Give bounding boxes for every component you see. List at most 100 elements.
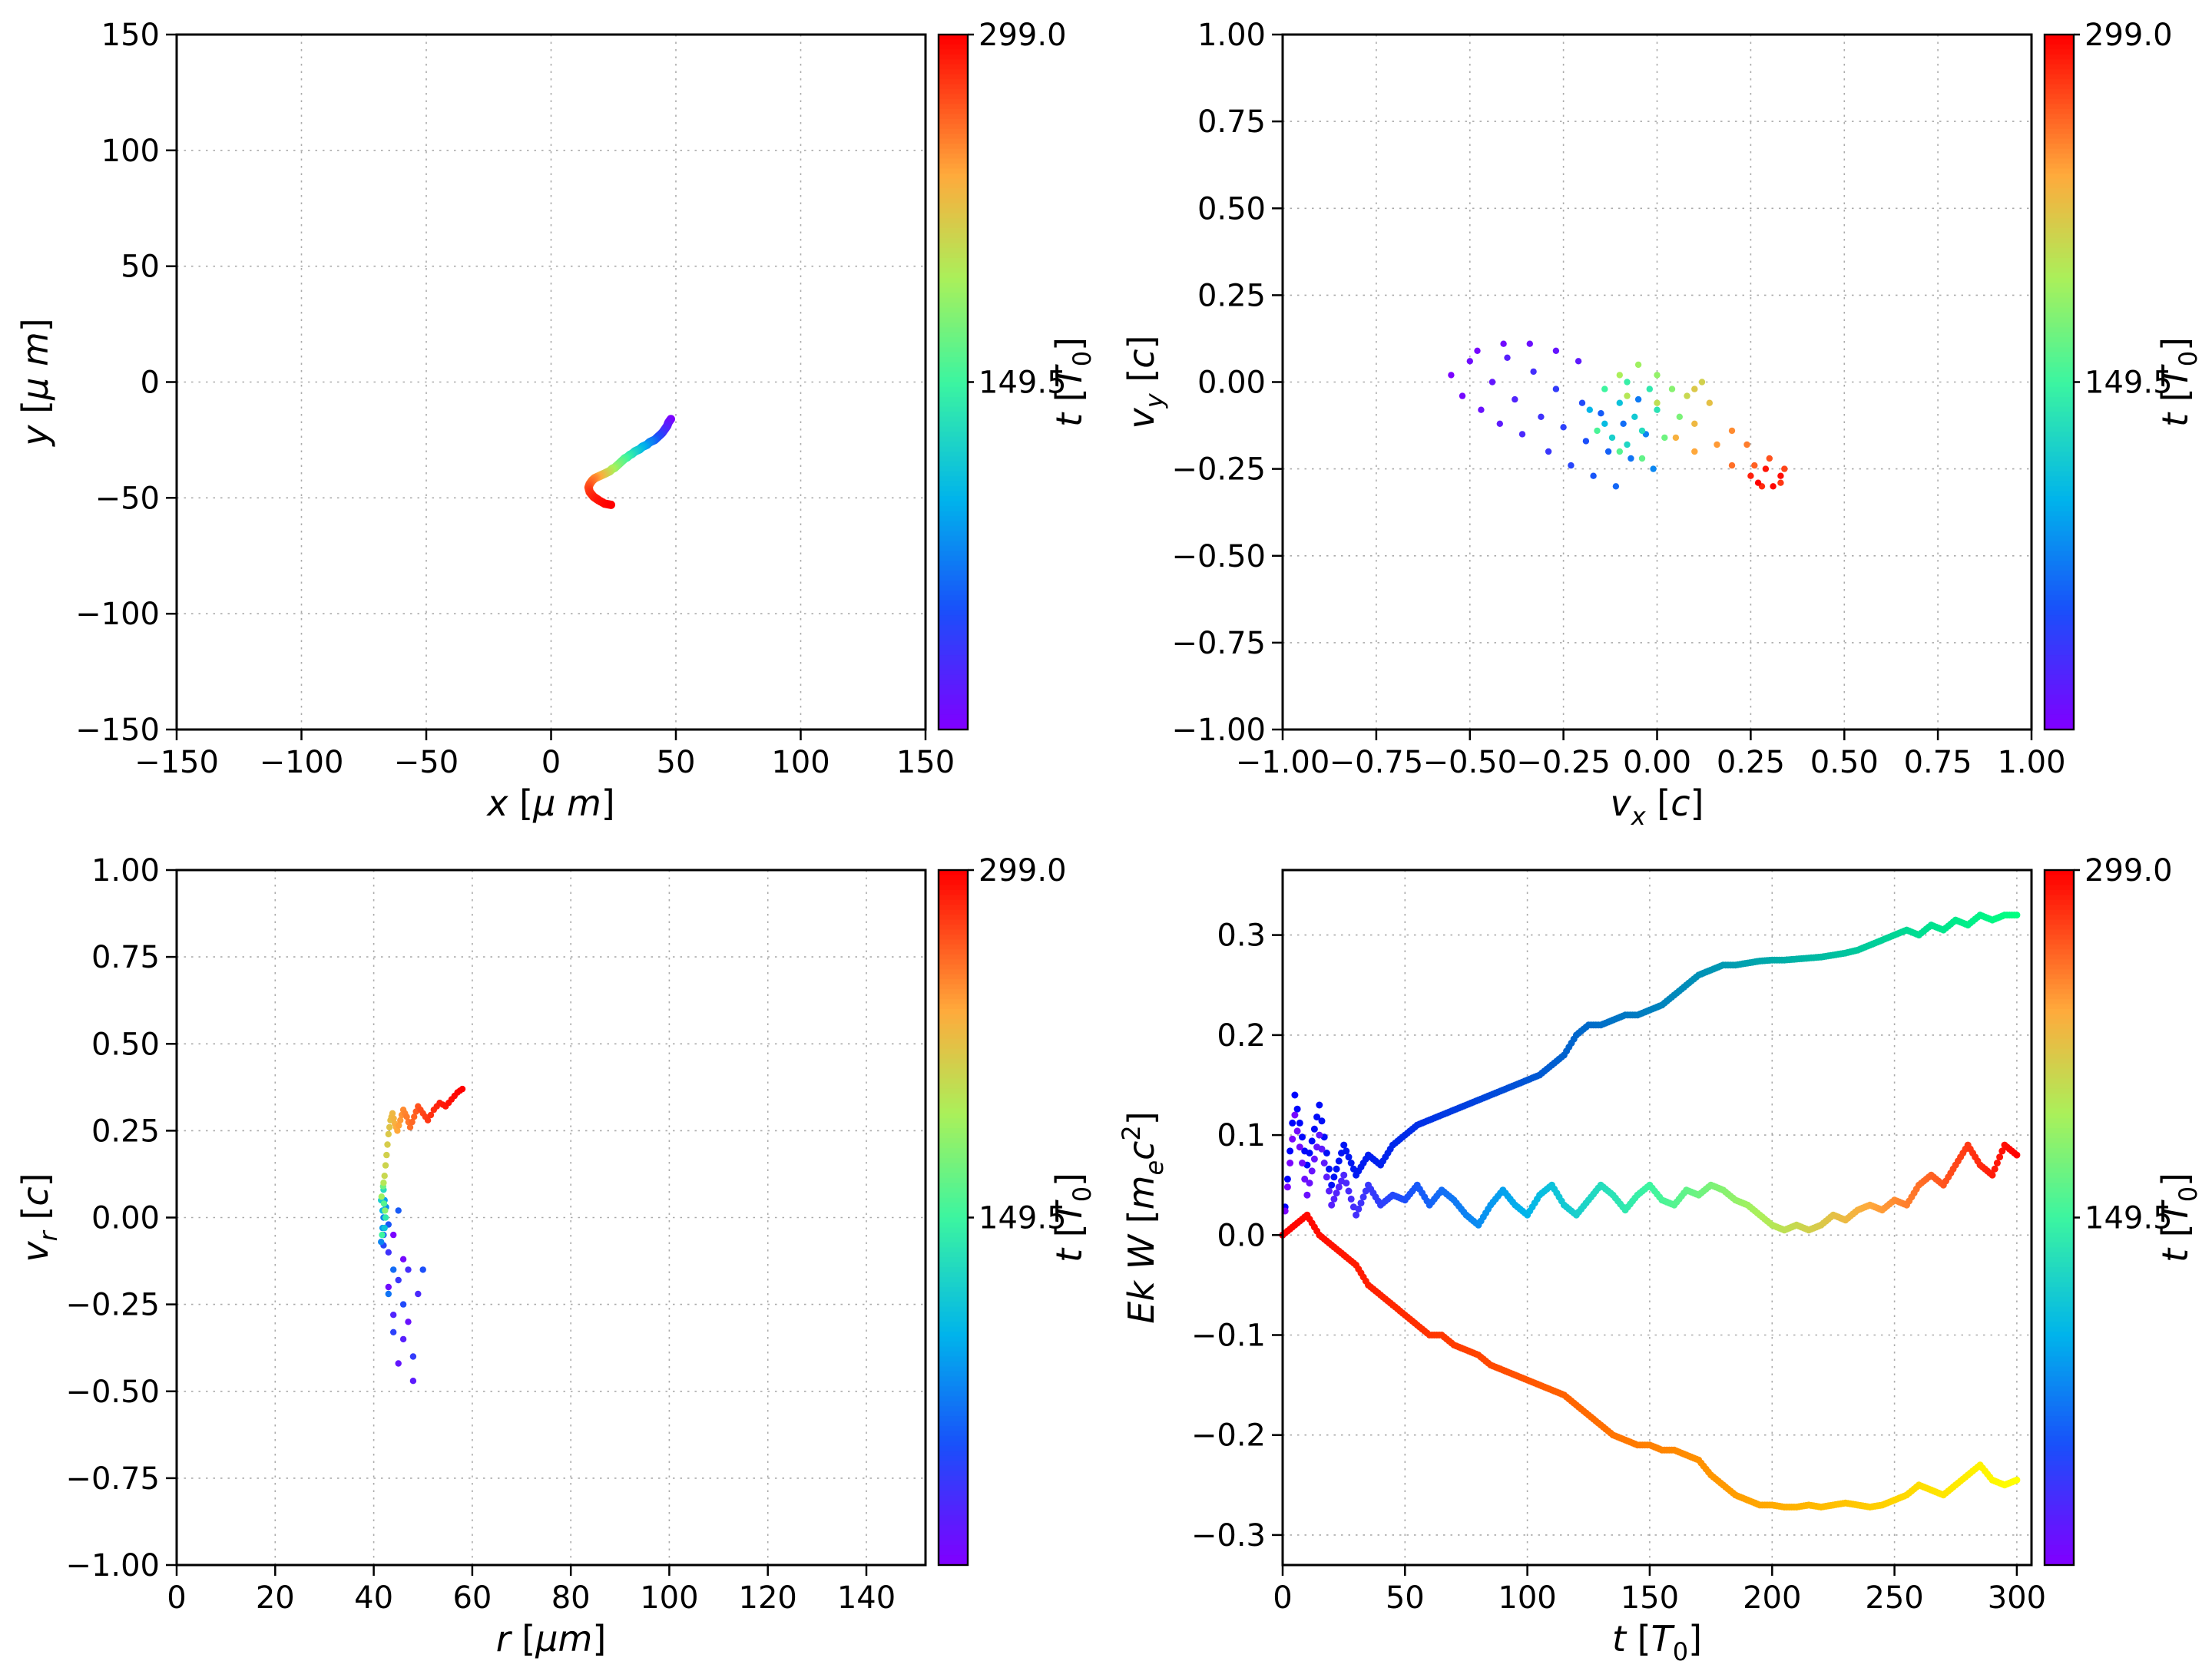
svg-text:1.00: 1.00 (91, 853, 160, 888)
svg-text:0.00: 0.00 (91, 1201, 160, 1236)
svg-text:−1.00: −1.00 (1236, 745, 1330, 780)
chart-r-vr-phase: 0 20 40 60 80 100 120 140 −1.00 −0.75 −0.50 −0.25 0.… (0, 836, 1106, 1671)
svg-text:299.0: 299.0 (2085, 18, 2173, 53)
svg-text:150: 150 (896, 745, 955, 780)
svg-text:−0.50: −0.50 (1423, 745, 1518, 780)
colorbar-label: t [T0] (1048, 337, 1097, 427)
colorbar-label: t [T0] (2154, 1173, 2203, 1262)
svg-text:150: 150 (101, 18, 160, 53)
svg-text:0.1: 0.1 (1217, 1118, 1266, 1153)
svg-text:100: 100 (640, 1580, 698, 1616)
colorbar: 149.5 299.0 t [T0] (2043, 18, 2203, 731)
svg-text:299.0: 299.0 (979, 853, 1067, 888)
colorbar: 149.5 299.0 t [T0] (937, 18, 1097, 731)
svg-text:0.25: 0.25 (1197, 278, 1266, 313)
svg-text:−0.75: −0.75 (1171, 626, 1266, 661)
svg-text:−100: −100 (75, 597, 160, 632)
x-axis-label: vx [c] (1611, 783, 1704, 831)
svg-text:149.5: 149.5 (2085, 1201, 2173, 1236)
svg-text:149.5: 149.5 (979, 1201, 1067, 1236)
data-points (584, 415, 675, 509)
svg-text:250: 250 (1865, 1580, 1923, 1616)
colorbar-label: t [T0] (1048, 1173, 1097, 1262)
colorbar: 149.5 299.0 t [T0] (937, 853, 1097, 1567)
chart-xy-trajectory: −150 −100 −50 0 50 100 150 −150 −100 −50 0 50 100 150… (0, 0, 1106, 836)
svg-text:0.2: 0.2 (1217, 1018, 1266, 1054)
svg-text:50: 50 (657, 745, 696, 780)
svg-text:0.75: 0.75 (91, 940, 160, 975)
grid-lines (1283, 870, 2032, 1565)
svg-text:0.25: 0.25 (1717, 745, 1785, 780)
svg-text:300: 300 (1988, 1580, 2046, 1616)
grid-lines (177, 35, 926, 730)
svg-text:0.00: 0.00 (1197, 366, 1266, 401)
svg-text:0.50: 0.50 (1197, 191, 1266, 227)
colorbar: 149.5 299.0 t [T0] (2043, 853, 2203, 1567)
svg-text:0.25: 0.25 (91, 1113, 160, 1149)
svg-text:0.0: 0.0 (1217, 1218, 1266, 1253)
chart-energy-work-time: 0 50 100 150 200 250 300 −0.3 −0.2 −0.1 0.0 0.1 0.2 0… (1106, 836, 2212, 1671)
svg-text:20: 20 (256, 1580, 295, 1616)
svg-text:−1.00: −1.00 (65, 1548, 160, 1583)
svg-text:120: 120 (739, 1580, 797, 1616)
axes: 0 50 100 150 200 250 300 −0.3 −0.2 −0.1 0.0 0.1 0.2 0… (1117, 869, 2046, 1666)
svg-text:0.50: 0.50 (91, 1027, 160, 1062)
svg-text:−0.75: −0.75 (1330, 745, 1424, 780)
svg-text:0: 0 (1273, 1580, 1292, 1616)
svg-text:−0.50: −0.50 (65, 1375, 160, 1410)
chart-vx-vy-phase: −1.00 −0.75 −0.50 −0.25 0.00 0.25 0.50 0.75 1.00… (1106, 0, 2212, 836)
svg-text:−0.25: −0.25 (1516, 745, 1611, 780)
svg-text:−0.25: −0.25 (65, 1288, 160, 1323)
svg-text:−0.50: −0.50 (1171, 539, 1266, 574)
svg-text:100: 100 (771, 745, 830, 780)
x-axis-label: x [μ m] (485, 783, 614, 824)
svg-text:1.00: 1.00 (1197, 18, 1266, 53)
svg-text:60: 60 (452, 1580, 492, 1616)
svg-text:200: 200 (1743, 1580, 1801, 1616)
svg-text:−50: −50 (394, 745, 459, 780)
svg-text:−50: −50 (95, 481, 160, 516)
svg-text:50: 50 (121, 250, 160, 285)
svg-text:149.5: 149.5 (2085, 366, 2173, 401)
svg-text:149.5: 149.5 (979, 366, 1067, 401)
svg-text:−1.00: −1.00 (1171, 713, 1266, 748)
data-points (378, 1085, 466, 1385)
svg-text:0: 0 (167, 1580, 186, 1616)
colorbar-label: t [T0] (2154, 337, 2203, 427)
svg-text:−0.25: −0.25 (1171, 452, 1266, 488)
svg-text:80: 80 (551, 1580, 591, 1616)
svg-text:−150: −150 (75, 713, 160, 748)
svg-text:−0.2: −0.2 (1191, 1418, 1266, 1454)
svg-text:−0.3: −0.3 (1191, 1518, 1266, 1554)
svg-text:1.00: 1.00 (1997, 745, 2065, 780)
svg-text:0: 0 (541, 745, 561, 780)
axes: 0 20 40 60 80 100 120 140 −1.00 −0.75 −0.50 −0.25 0.… (15, 853, 927, 1659)
svg-text:150: 150 (1621, 1580, 1679, 1616)
svg-text:140: 140 (837, 1580, 896, 1616)
svg-text:0: 0 (141, 366, 160, 401)
x-axis-label: r [μm] (496, 1618, 607, 1659)
y-axis-label: Ek W [mec2] (1117, 1111, 1169, 1324)
svg-text:40: 40 (354, 1580, 393, 1616)
y-axis-label: y [μ m] (15, 318, 56, 447)
svg-text:299.0: 299.0 (979, 18, 1067, 53)
svg-text:0.00: 0.00 (1623, 745, 1691, 780)
svg-text:−150: −150 (134, 745, 219, 780)
svg-text:−0.1: −0.1 (1191, 1319, 1266, 1354)
data-points (1279, 912, 2021, 1511)
x-axis-label: t [T0] (1612, 1618, 1702, 1666)
svg-text:50: 50 (1386, 1580, 1425, 1616)
svg-text:100: 100 (1498, 1580, 1556, 1616)
grid-lines (177, 870, 926, 1565)
svg-text:0.50: 0.50 (1810, 745, 1879, 780)
y-axis-label: vr [c] (15, 1173, 63, 1262)
svg-text:100: 100 (101, 134, 160, 169)
y-axis-label: vy [c] (1121, 336, 1169, 429)
svg-text:299.0: 299.0 (2085, 853, 2173, 888)
svg-text:0.3: 0.3 (1217, 918, 1266, 954)
svg-text:0.75: 0.75 (1197, 104, 1266, 140)
svg-text:0.75: 0.75 (1904, 745, 1972, 780)
svg-text:−0.75: −0.75 (65, 1461, 160, 1497)
data-points (1448, 340, 1788, 490)
